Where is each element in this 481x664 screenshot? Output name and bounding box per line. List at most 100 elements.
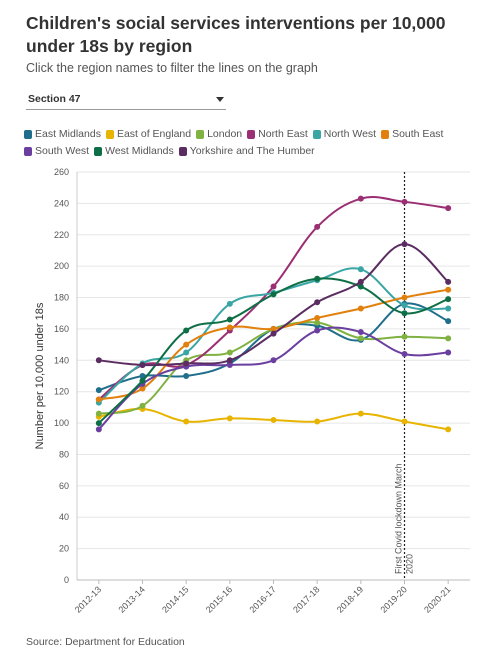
data-point: [445, 426, 452, 433]
legend-label: West Midlands: [105, 145, 174, 157]
data-point: [445, 205, 452, 212]
data-point: [139, 373, 146, 379]
series-line: [97, 326, 450, 431]
x-tick-label: 2016-17: [247, 584, 277, 614]
y-tick-label: 40: [59, 512, 69, 522]
data-point: [445, 278, 452, 285]
legend-item[interactable]: Yorkshire and The Humber: [178, 144, 315, 158]
data-point: [226, 324, 233, 331]
data-point: [401, 351, 408, 358]
x-tick-label: 2018-19: [335, 584, 365, 614]
data-point: [445, 286, 452, 293]
data-point: [357, 329, 364, 336]
legend-swatch: [24, 129, 32, 139]
legend-label: South East: [392, 128, 444, 140]
data-point: [401, 302, 408, 309]
data-point: [270, 325, 277, 332]
data-point: [314, 327, 321, 334]
data-point: [314, 223, 321, 230]
data-point: [226, 362, 233, 369]
data-point: [445, 349, 452, 356]
data-point: [270, 291, 277, 298]
legend-item[interactable]: East of England: [105, 127, 192, 141]
legend-item[interactable]: West Midlands: [94, 144, 174, 158]
data-point: [139, 377, 146, 384]
legend-swatch: [381, 129, 390, 139]
series-line: [97, 288, 450, 401]
legend-swatch: [247, 129, 256, 139]
data-point: [401, 418, 408, 425]
covid-lockdown-label: First Covid lockdown March2020: [394, 463, 415, 574]
data-point: [357, 266, 364, 273]
data-point: [401, 310, 408, 317]
data-point: [357, 305, 364, 312]
data-point: [139, 362, 146, 369]
data-point: [183, 373, 190, 379]
y-tick-label: 20: [59, 544, 69, 554]
line-chart: 0 20 40 60 80 100 120 140 160 180 200 220 240 260 Numb…: [34, 167, 470, 615]
data-point: [183, 349, 190, 356]
data-point: [314, 319, 321, 326]
data-point: [95, 426, 102, 433]
series-yorkshire-and-the-humber: [95, 241, 452, 369]
legend-label: East of England: [116, 128, 192, 140]
y-tick-label: 100: [54, 418, 69, 428]
x-tick-label: 2019-20: [378, 584, 408, 614]
legend-swatch: [196, 129, 205, 139]
series-south-east: [95, 286, 452, 403]
legend-swatch: [178, 146, 187, 156]
legend-item[interactable]: South West: [24, 144, 89, 158]
data-point: [183, 327, 190, 334]
data-point: [314, 275, 321, 282]
data-point: [226, 300, 233, 307]
data-point: [226, 349, 233, 356]
data-point: [226, 357, 233, 364]
x-tick-label: 2013-14: [116, 584, 146, 614]
data-point: [139, 385, 146, 392]
series-line: [97, 243, 450, 367]
data-point: [270, 357, 277, 364]
y-tick-label: 240: [54, 198, 69, 208]
data-point: [357, 335, 364, 342]
measure-dropdown[interactable]: Section 47: [26, 91, 226, 110]
data-point: [95, 396, 102, 403]
data-point: [95, 410, 102, 417]
chart-subtitle: Click the region names to filter the lin…: [26, 61, 318, 75]
data-point: [95, 387, 102, 394]
legend-label: North West: [323, 128, 377, 140]
data-point: [401, 198, 408, 205]
legend-item[interactable]: South East: [381, 127, 443, 141]
data-point: [226, 316, 233, 323]
data-point: [139, 402, 146, 409]
region-legend: East Midlands East of England London North …: [24, 127, 464, 158]
legend-swatch: [105, 129, 114, 139]
chart-title: Children's social services interventions…: [26, 13, 446, 56]
dropdown-selected-value: Section 47: [28, 93, 81, 105]
data-point: [270, 283, 277, 290]
y-tick-label: 180: [54, 293, 69, 303]
y-tick-label: 220: [54, 230, 69, 240]
data-point: [445, 296, 452, 303]
data-point: [357, 195, 364, 202]
legend-swatch: [24, 146, 32, 156]
data-point: [445, 335, 452, 342]
x-tick-label: 2014-15: [160, 584, 190, 614]
y-tick-label: 140: [54, 355, 69, 365]
legend-label: Yorkshire and The Humber: [189, 145, 315, 157]
data-point: [445, 318, 452, 325]
legend-item[interactable]: East Midlands: [24, 127, 101, 141]
chevron-down-icon: [216, 97, 224, 102]
y-tick-label: 160: [54, 324, 69, 334]
legend-item[interactable]: London: [196, 127, 242, 141]
data-point: [357, 278, 364, 285]
legend-item[interactable]: North West: [312, 127, 377, 141]
legend-label: London: [207, 128, 243, 140]
legend-label: South West: [35, 145, 90, 157]
x-tick-label: 2015-16: [204, 584, 234, 614]
legend-item[interactable]: North East: [247, 127, 308, 141]
legend-label: East Midlands: [35, 128, 101, 140]
data-point: [270, 416, 277, 423]
data-point: [314, 314, 321, 321]
data-point: [401, 333, 408, 340]
data-point: [445, 305, 452, 312]
